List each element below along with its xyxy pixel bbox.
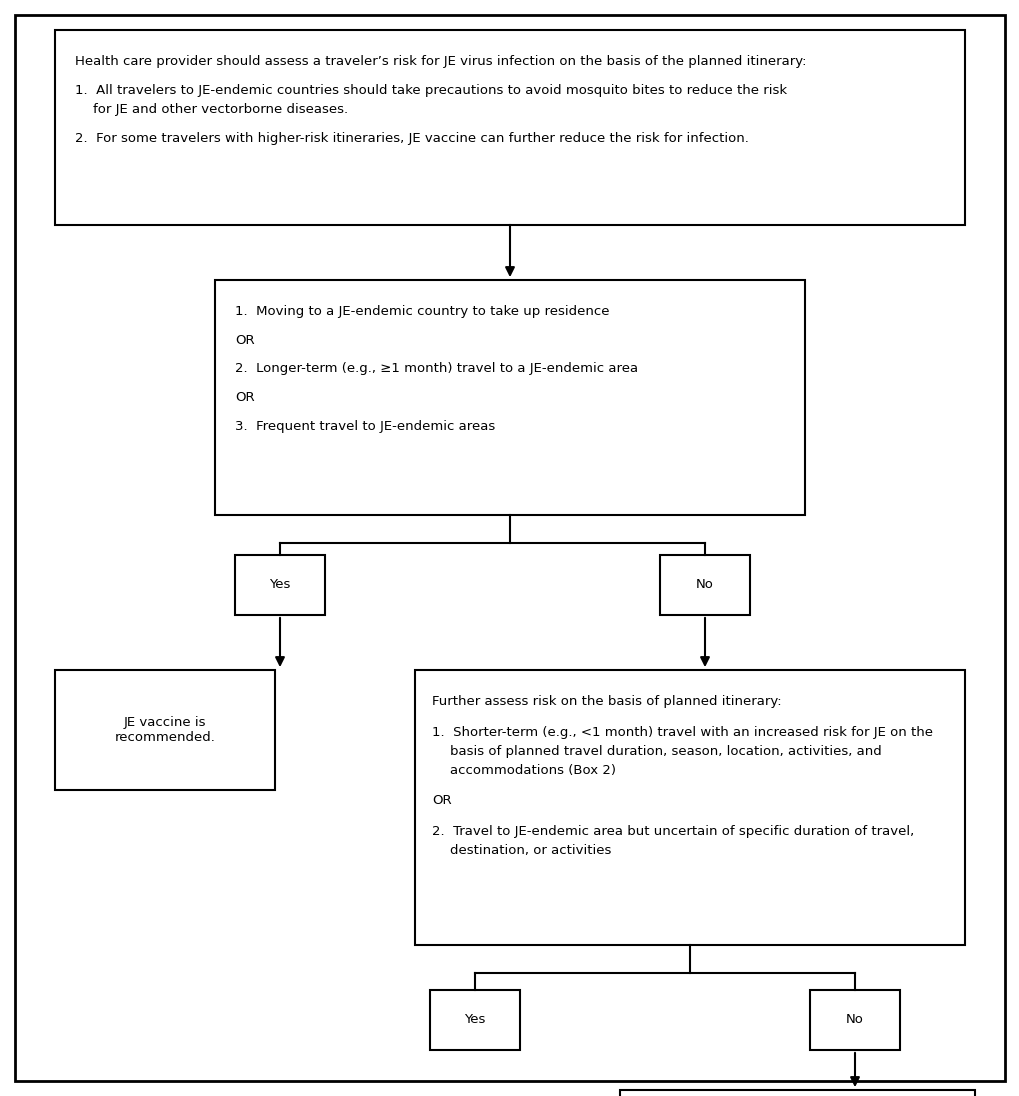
Bar bbox=[55, 670, 275, 790]
Text: accommodations (Box 2): accommodations (Box 2) bbox=[449, 764, 615, 777]
Text: Yes: Yes bbox=[269, 579, 290, 592]
Bar bbox=[809, 990, 899, 1050]
Text: JE vaccine is: JE vaccine is bbox=[123, 716, 206, 729]
Bar bbox=[415, 670, 964, 945]
Text: Further assess risk on the basis of planned itinerary:: Further assess risk on the basis of plan… bbox=[432, 695, 781, 708]
Text: 1.  Shorter-term (e.g., <1 month) travel with an increased risk for JE on the: 1. Shorter-term (e.g., <1 month) travel … bbox=[432, 726, 932, 739]
Text: for JE and other vectorborne diseases.: for JE and other vectorborne diseases. bbox=[93, 103, 347, 116]
Bar bbox=[430, 990, 520, 1050]
Bar bbox=[215, 279, 804, 515]
Text: OR: OR bbox=[234, 333, 255, 346]
Text: basis of planned travel duration, season, location, activities, and: basis of planned travel duration, season… bbox=[449, 745, 880, 757]
Text: Health care provider should assess a traveler’s risk for JE virus infection on t: Health care provider should assess a tra… bbox=[75, 55, 806, 68]
Text: destination, or activities: destination, or activities bbox=[449, 844, 610, 857]
Text: Yes: Yes bbox=[464, 1014, 485, 1027]
Text: recommended.: recommended. bbox=[114, 731, 215, 744]
Text: OR: OR bbox=[432, 795, 451, 808]
Bar bbox=[55, 30, 964, 225]
Text: 2.  Travel to JE-endemic area but uncertain of specific duration of travel,: 2. Travel to JE-endemic area but uncerta… bbox=[432, 825, 913, 838]
Text: 1.  All travelers to JE-endemic countries should take precautions to avoid mosqu: 1. All travelers to JE-endemic countries… bbox=[75, 83, 787, 96]
Bar bbox=[620, 1091, 974, 1096]
Text: OR: OR bbox=[234, 391, 255, 404]
Text: 3.  Frequent travel to JE-endemic areas: 3. Frequent travel to JE-endemic areas bbox=[234, 420, 495, 433]
Text: No: No bbox=[695, 579, 713, 592]
Text: No: No bbox=[845, 1014, 863, 1027]
Bar bbox=[659, 555, 749, 615]
Bar bbox=[234, 555, 325, 615]
Text: 2.  Longer-term (e.g., ≥1 month) travel to a JE-endemic area: 2. Longer-term (e.g., ≥1 month) travel t… bbox=[234, 363, 638, 376]
Text: 2.  For some travelers with higher-risk itineraries, JE vaccine can further redu: 2. For some travelers with higher-risk i… bbox=[75, 132, 748, 145]
Text: 1.  Moving to a JE-endemic country to take up residence: 1. Moving to a JE-endemic country to tak… bbox=[234, 305, 609, 318]
